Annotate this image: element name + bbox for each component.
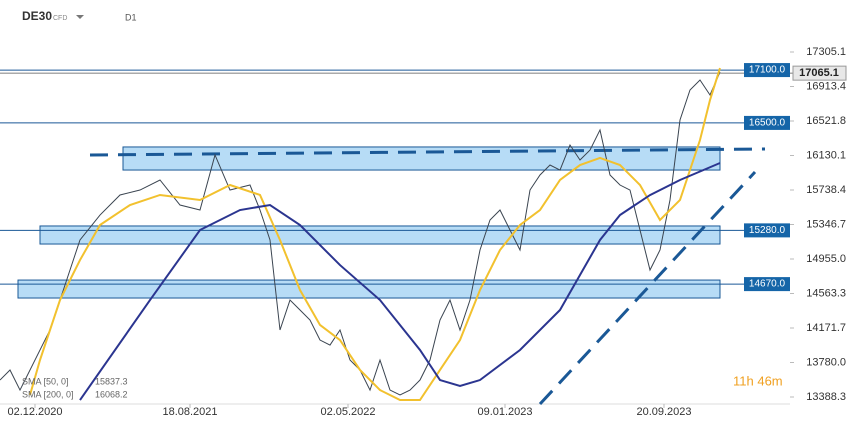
y-tick-label: 13780.0: [806, 356, 846, 368]
symbol-dropdown[interactable]: [76, 15, 84, 19]
instrument: CFD: [53, 15, 67, 22]
zone: [39, 225, 721, 245]
legend-name: SMA [200, 0]: [22, 389, 74, 399]
timeframe[interactable]: D1: [125, 12, 137, 22]
legend-value: 15837.3: [95, 376, 128, 386]
x-tick-label: 02.05.2022: [320, 406, 375, 418]
y-tick-label: 16913.4: [806, 80, 846, 92]
level-label-box: [744, 277, 790, 292]
timer: 11h 46m: [733, 373, 783, 388]
y-tick-label: 14171.7: [806, 322, 846, 334]
level-label-box: [744, 115, 790, 130]
zone: [17, 279, 721, 299]
y-tick-label: 13388.3: [806, 391, 846, 403]
y-tick-label: 14563.3: [806, 287, 846, 299]
level-label: 17100.0: [749, 65, 786, 76]
dashed-trendline: [538, 170, 757, 406]
price-line: [0, 71, 721, 396]
dashed-resistance: [89, 147, 766, 157]
y-tick-label: 16130.1: [806, 149, 846, 161]
x-tick-label: 09.01.2023: [477, 406, 532, 418]
last-price-box: [792, 65, 847, 81]
legend-name: SMA [50, 0]: [22, 376, 69, 386]
last-price-label: 17065.1: [799, 67, 839, 79]
level-label-box: [744, 63, 790, 78]
x-tick-label: 18.08.2021: [162, 406, 217, 418]
level-label: 14670.0: [749, 279, 786, 290]
y-tick-label: 15738.4: [806, 184, 846, 196]
symbol[interactable]: DE30: [22, 9, 52, 23]
y-tick-label: 17305.1: [806, 46, 846, 58]
level-label-box: [744, 223, 790, 238]
y-tick-label: 14955.0: [806, 253, 846, 265]
x-tick-label: 20.09.2023: [636, 406, 691, 418]
sma-line: [29, 67, 721, 402]
y-tick-label: 16521.8: [806, 115, 846, 127]
legend-value: 16068.2: [95, 389, 128, 399]
level-label: 16500.0: [749, 118, 786, 129]
y-tick-label: 15346.7: [806, 218, 846, 230]
level-label: 15280.0: [749, 225, 786, 236]
x-tick-label: 02.12.2020: [7, 406, 62, 418]
sma-line: [79, 162, 721, 401]
